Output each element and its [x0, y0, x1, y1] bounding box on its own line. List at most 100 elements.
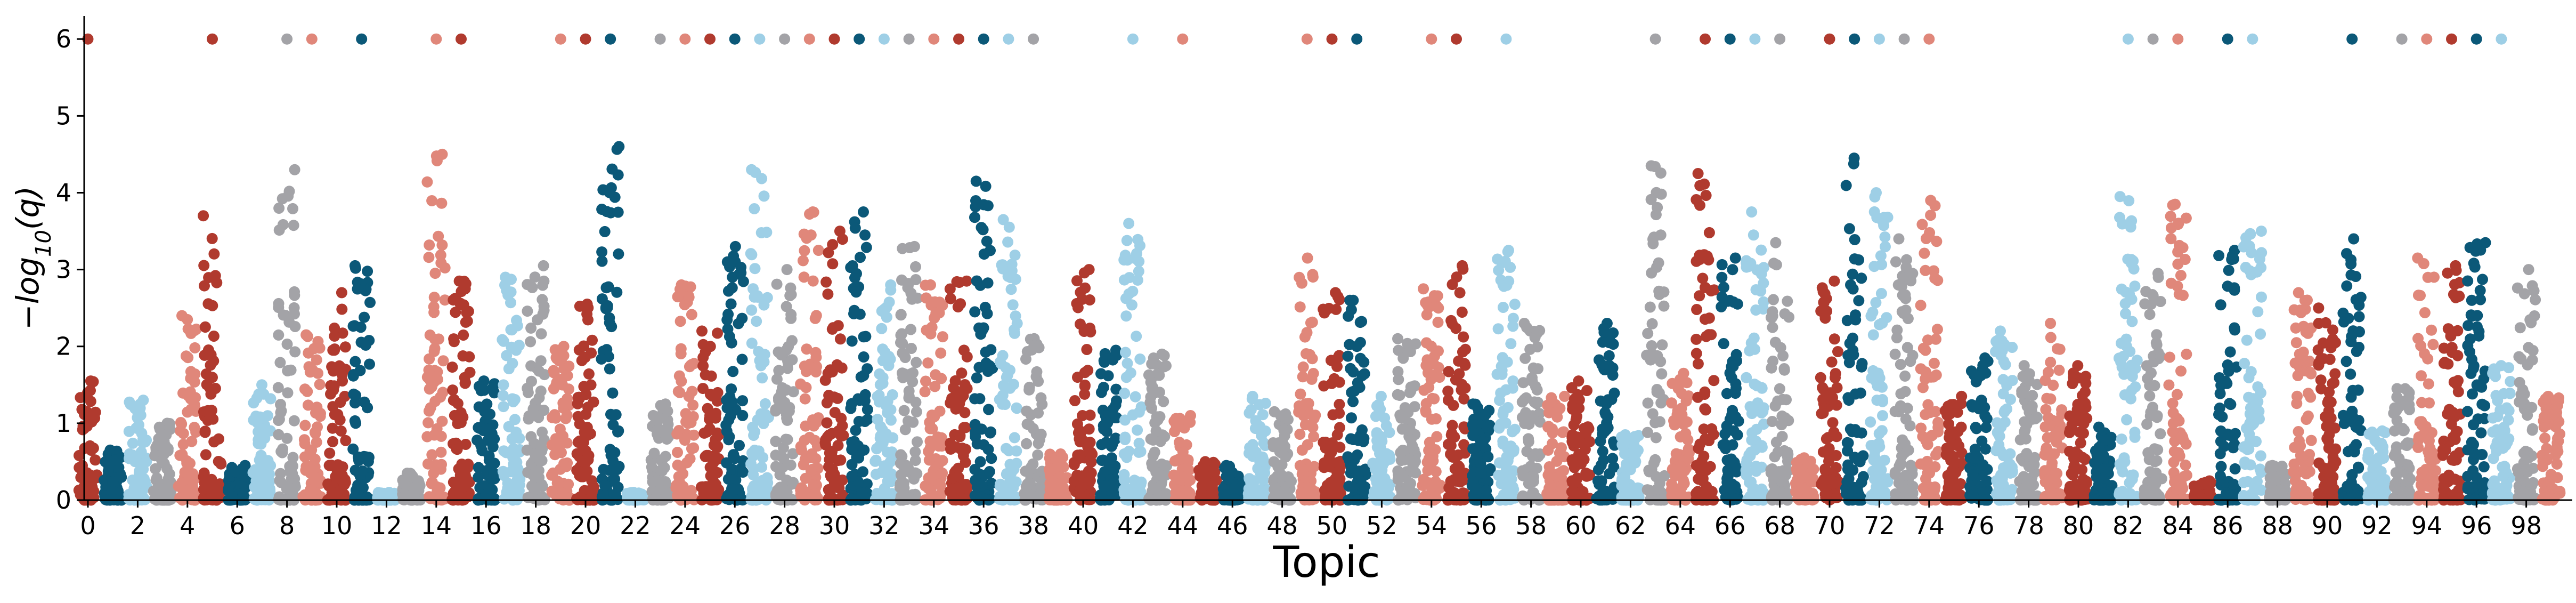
data-point: [505, 297, 516, 309]
data-point: [327, 436, 338, 447]
data-point: [960, 444, 971, 455]
data-point: [1770, 259, 1782, 271]
data-point: [734, 439, 745, 451]
data-point: [1347, 366, 1359, 377]
capped-point: [679, 33, 691, 45]
data-point: [275, 407, 287, 419]
data-point: [935, 347, 947, 359]
data-point: [647, 476, 659, 488]
data-point: [906, 343, 917, 354]
data-point: [1332, 456, 1344, 468]
data-point: [697, 383, 709, 395]
data-point: [704, 413, 715, 425]
data-point: [1669, 419, 1680, 431]
data-point: [679, 435, 690, 446]
data-point: [751, 316, 762, 327]
data-point: [1579, 422, 1590, 434]
data-point: [109, 454, 121, 466]
data-point: [1520, 407, 1532, 419]
data-point: [529, 271, 541, 283]
data-point: [359, 396, 370, 408]
data-point: [858, 444, 870, 456]
data-point: [1642, 397, 1654, 409]
data-point: [1746, 408, 1758, 420]
data-point: [283, 186, 295, 197]
data-point: [1168, 469, 1180, 481]
data-point: [686, 385, 698, 397]
data-point: [349, 415, 361, 427]
data-point: [1020, 353, 1031, 365]
data-point: [1770, 437, 1782, 448]
data-point: [248, 397, 259, 409]
data-point: [1650, 432, 1662, 444]
data-point: [1404, 480, 1416, 492]
data-point: [972, 478, 984, 489]
data-point: [1534, 325, 1546, 336]
data-point: [1450, 475, 1462, 487]
data-point: [862, 404, 873, 415]
data-point: [1467, 419, 1478, 431]
data-point: [1516, 396, 1528, 408]
data-point: [456, 411, 467, 423]
data-point: [558, 363, 570, 375]
data-point: [748, 430, 760, 441]
capped-point: [82, 33, 94, 45]
data-point: [1079, 381, 1091, 392]
data-point: [151, 493, 162, 504]
data-point: [360, 451, 371, 463]
data-point: [498, 401, 509, 413]
data-point: [1573, 375, 1584, 387]
data-point: [999, 399, 1011, 410]
data-point: [1516, 492, 1528, 504]
data-point: [329, 409, 340, 421]
data-point: [599, 226, 611, 237]
data-point: [287, 483, 299, 495]
data-point: [1431, 431, 1443, 443]
data-point: [422, 417, 434, 429]
data-point: [660, 476, 671, 487]
data-point: [253, 438, 264, 449]
data-point: [770, 404, 782, 415]
data-point: [584, 428, 596, 439]
data-point: [909, 446, 921, 457]
data-point: [979, 493, 990, 505]
data-point: [936, 440, 948, 452]
data-point: [1708, 284, 1720, 296]
data-point: [199, 280, 210, 292]
data-point: [1427, 455, 1439, 467]
data-point: [1681, 416, 1693, 428]
capped-point: [456, 33, 467, 45]
data-point: [1530, 448, 1541, 460]
data-point: [757, 372, 768, 384]
data-point: [981, 236, 993, 247]
data-point: [683, 292, 695, 303]
data-point: [784, 290, 796, 301]
data-point: [773, 392, 784, 404]
data-point: [1619, 471, 1631, 483]
data-point: [1532, 397, 1544, 408]
data-point: [1782, 295, 1793, 307]
data-point: [399, 478, 410, 490]
data-point: [937, 467, 948, 479]
data-point: [726, 463, 738, 475]
data-point: [1525, 461, 1537, 472]
data-point: [1447, 420, 1458, 431]
data-point: [1573, 487, 1585, 499]
data-point: [189, 376, 200, 388]
data-point: [1730, 493, 1742, 505]
data-point: [829, 407, 841, 419]
data-point: [926, 491, 938, 502]
data-point: [761, 227, 773, 238]
data-point: [726, 396, 738, 408]
data-point: [885, 404, 897, 415]
data-point: [1816, 477, 1828, 488]
data-point: [550, 379, 562, 391]
data-point: [574, 300, 586, 312]
data-point: [785, 309, 797, 320]
data-point: [99, 475, 110, 486]
data-point: [909, 455, 921, 467]
data-point: [487, 382, 499, 394]
data-point: [1120, 347, 1131, 358]
data-point: [201, 406, 213, 417]
data-point: [262, 410, 273, 422]
